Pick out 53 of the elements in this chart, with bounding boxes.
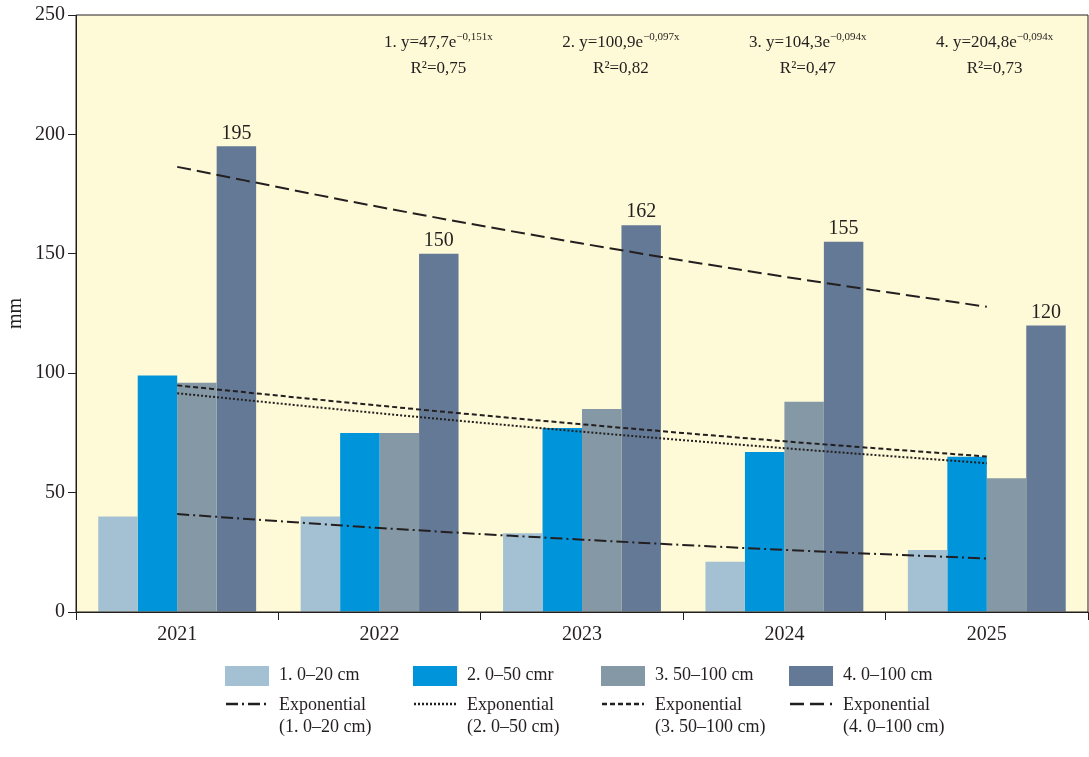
bar <box>300 516 341 612</box>
legend-label: 1. 0–20 cm <box>279 664 360 686</box>
data-label: 150 <box>423 228 454 251</box>
bar <box>98 516 138 612</box>
legend-label: Exponential (2. 0–50 cm) <box>467 694 560 738</box>
y-tick-label: 0 <box>55 599 65 622</box>
text: 4. y=204,8e$^{−0,094x}$ R²=0,73 <box>935 30 1054 77</box>
legend-label: 4. 0–100 cm <box>843 664 933 686</box>
text: 3. y=104,3e$^{−0,094x}$ R²=0,47 <box>749 30 867 77</box>
legend-label: Exponential (1. 0–20 cm) <box>279 694 372 738</box>
y-tick-label: 50 <box>45 479 65 502</box>
x-tick-label: 2021 <box>157 622 198 645</box>
x-tick-label: 2022 <box>359 622 400 645</box>
bar <box>784 401 824 612</box>
bar <box>542 428 582 612</box>
bar <box>744 452 785 612</box>
bar <box>823 241 864 612</box>
x-tick-label: 2025 <box>966 622 1007 645</box>
data-label: 195 <box>221 120 252 143</box>
y-tick-label: 150 <box>35 241 65 264</box>
y-tick-label: 250 <box>35 2 65 25</box>
data-label: 162 <box>626 199 657 222</box>
data-label: 155 <box>828 216 859 239</box>
text: 2. y=100,9e$^{−0,097x}$ R²=0,82 <box>562 30 680 77</box>
x-tick-label: 2023 <box>562 622 602 645</box>
bar <box>419 253 459 612</box>
y-tick-label: 200 <box>35 121 65 144</box>
bar <box>503 533 543 612</box>
bar <box>216 146 257 612</box>
y-axis-title: mm <box>3 297 26 330</box>
data-label: 120 <box>1031 299 1061 322</box>
x-tick-label: 2024 <box>764 622 805 645</box>
line-series <box>176 165 988 308</box>
legend-label: Exponential (3. 50–100 cm) <box>655 694 766 738</box>
y-tick-label: 100 <box>35 360 65 383</box>
legend-label: 3. 50–100 cm <box>655 664 754 686</box>
bar <box>986 478 1027 612</box>
line-series <box>176 392 988 465</box>
bar <box>1026 325 1066 612</box>
bar <box>379 432 420 612</box>
legend-label: 2. 0–50 cmr <box>467 664 554 686</box>
line-series <box>176 513 988 560</box>
text: 1. y=47,7e$^{−0,151x}$ R²=0,75 <box>383 30 493 77</box>
legend-label: Exponential (4. 0–100 cm) <box>843 694 945 738</box>
bar <box>340 432 380 612</box>
bar <box>907 549 948 612</box>
bar <box>137 375 178 612</box>
bar <box>177 382 217 612</box>
bar <box>582 409 622 612</box>
bar <box>705 561 745 612</box>
line-series <box>176 384 988 458</box>
bar <box>947 456 987 612</box>
bar <box>621 225 661 612</box>
